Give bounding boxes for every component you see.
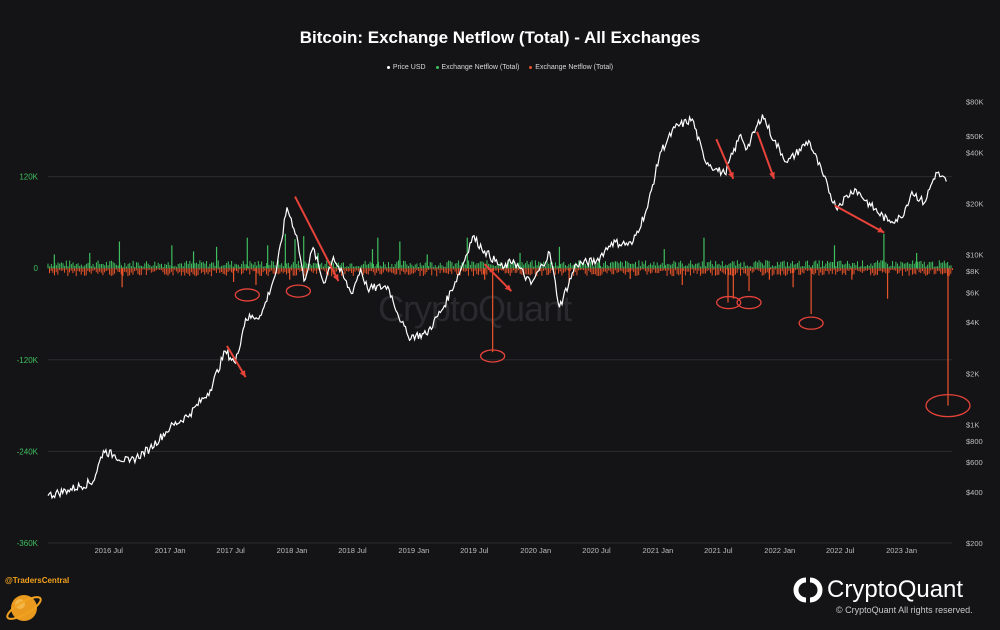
x-tick-label: 2017 Jan <box>155 546 186 555</box>
x-tick-label: 2022 Jul <box>826 546 855 555</box>
annotation-arrowhead <box>877 226 885 233</box>
legend-label-price: Price USD <box>392 64 426 71</box>
x-tick-label: 2020 Jul <box>582 546 611 555</box>
x-tick-label: 2019 Jul <box>460 546 489 555</box>
annotation-circle <box>736 295 762 310</box>
left-tick-label: 0 <box>34 264 39 273</box>
author-handle: @TradersCentral <box>5 576 70 585</box>
legend-item-netflow-positive[interactable]: Exchange Netflow (Total) <box>435 64 520 71</box>
annotation-arrowhead <box>239 370 246 378</box>
price-line <box>47 114 947 500</box>
annotation-arrowhead <box>728 171 734 179</box>
annotation-arrowhead <box>504 284 512 292</box>
legend: Price USD Exchange Netflow (Total) Excha… <box>0 64 1000 71</box>
x-tick-label: 2021 Jan <box>642 546 673 555</box>
annotation-circle <box>285 284 312 298</box>
right-tick-label: $600 <box>966 458 983 467</box>
right-tick-label: $4K <box>966 318 979 327</box>
x-tick-label: 2018 Jul <box>338 546 367 555</box>
left-tick-label: -240K <box>17 447 39 456</box>
brand: CryptoQuant <box>793 576 963 604</box>
right-tick-label: $10K <box>966 251 984 260</box>
legend-label-netflow-negative: Exchange Netflow (Total) <box>535 64 614 71</box>
annotation-arrow <box>834 204 885 234</box>
cryptoquant-logo-icon <box>793 577 823 603</box>
annotation-circle <box>925 393 971 418</box>
right-tick-label: $6K <box>966 288 979 297</box>
right-tick-label: $400 <box>966 488 983 497</box>
x-tick-label: 2016 Jul <box>95 546 124 555</box>
left-tick-label: -360K <box>17 539 39 548</box>
legend-dot-price <box>386 65 390 69</box>
annotation-arrowhead <box>332 273 339 281</box>
legend-item-netflow-negative[interactable]: Exchange Netflow (Total) <box>529 64 613 71</box>
legend-item-price[interactable]: Price USD <box>386 64 426 71</box>
x-tick-label: 2019 Jan <box>398 546 429 555</box>
right-tick-label: $50K <box>966 132 984 141</box>
x-tick-label: 2022 Jan <box>764 546 795 555</box>
x-tick-label: 2018 Jan <box>277 546 308 555</box>
x-tick-label: 2021 Jul <box>704 546 733 555</box>
annotation-arrowhead <box>769 171 775 179</box>
annotation-circle <box>798 316 824 330</box>
copyright: © CryptoQuant All rights reserved. <box>836 605 973 615</box>
legend-dot-netflow-negative <box>529 65 533 69</box>
right-tick-label: $80K <box>966 97 984 106</box>
annotation-arrow <box>756 131 776 180</box>
right-tick-label: $1K <box>966 420 979 429</box>
left-tick-label: -120K <box>17 356 39 365</box>
planet-logo-icon <box>6 595 42 621</box>
watermark: CryptoQuant <box>378 288 572 329</box>
right-tick-label: $2K <box>966 369 979 378</box>
right-tick-label: $800 <box>966 437 983 446</box>
annotation-arrow <box>483 263 513 292</box>
left-tick-label: 120K <box>19 173 38 182</box>
chart-title: Bitcoin: Exchange Netflow (Total) - All … <box>299 28 701 47</box>
right-tick-label: $200 <box>966 539 983 548</box>
right-tick-label: $20K <box>966 200 984 209</box>
x-tick-label: 2020 Jan <box>520 546 551 555</box>
annotation-arrow <box>715 138 735 180</box>
x-tick-label: 2017 Jul <box>216 546 245 555</box>
annotation-circle <box>716 295 742 310</box>
annotation-arrow <box>294 196 340 282</box>
legend-dot-netflow-positive <box>435 65 439 69</box>
right-tick-label: $8K <box>966 267 979 276</box>
annotation-circle <box>234 288 260 302</box>
brand-name: CryptoQuant <box>827 576 964 603</box>
annotation-circle <box>480 349 506 363</box>
legend-label-netflow-positive: Exchange Netflow (Total) <box>441 64 520 71</box>
right-tick-label: $40K <box>966 149 984 158</box>
x-tick-label: 2023 Jan <box>886 546 917 555</box>
